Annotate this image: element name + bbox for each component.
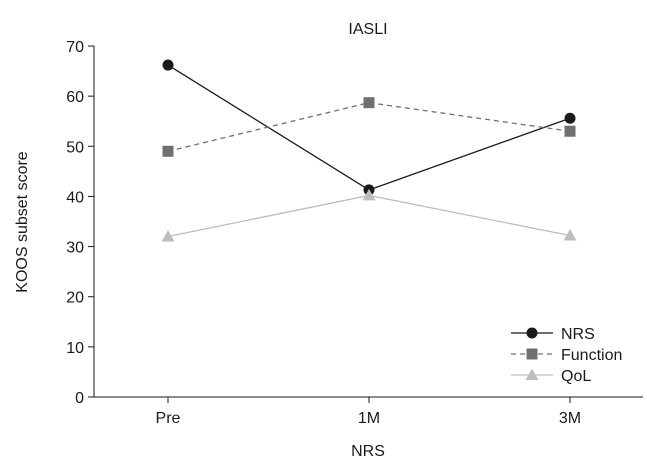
- y-axis-ticks: 0 10 20 30 40 50 60 70: [66, 39, 94, 407]
- x-tick-label: 1M: [358, 410, 380, 427]
- series-function: [162, 97, 576, 157]
- data-point-function: [564, 125, 576, 137]
- series-qol: [161, 188, 577, 242]
- x-tick-label: Pre: [156, 410, 181, 427]
- data-point-nrs: [162, 59, 174, 71]
- y-tick-label: 30: [66, 240, 84, 257]
- legend-label-function: Function: [561, 347, 622, 364]
- data-point-function: [162, 145, 174, 157]
- series-layer: [161, 59, 577, 242]
- legend-label-nrs: NRS: [561, 326, 595, 343]
- x-axis-label: NRS: [351, 443, 385, 460]
- x-axis-ticks: Pre 1M 3M: [156, 397, 581, 427]
- series-nrs: [162, 59, 576, 196]
- data-point-qol: [161, 230, 175, 242]
- x-tick-label: 3M: [559, 410, 581, 427]
- chart-title: IASLI: [348, 21, 387, 38]
- y-tick-label: 50: [66, 139, 84, 156]
- data-point-function: [363, 97, 375, 109]
- series-line-function: [167, 102, 571, 152]
- legend-marker-nrs: [526, 327, 538, 339]
- legend-item-nrs: NRS: [511, 326, 595, 343]
- legend-item-qol: QoL: [511, 368, 591, 385]
- legend-marker-function: [526, 348, 538, 360]
- y-tick-label: 40: [66, 189, 84, 206]
- y-tick-label: 70: [66, 39, 84, 56]
- data-point-qol: [362, 188, 376, 201]
- legend-label-qol: QoL: [561, 368, 591, 385]
- series-line-qol: [167, 194, 571, 238]
- legend-item-function: Function: [511, 347, 622, 364]
- series-line-nrs: [167, 64, 571, 191]
- data-point-qol: [563, 229, 577, 241]
- y-tick-label: 10: [66, 340, 84, 357]
- y-tick-label: 60: [66, 89, 84, 106]
- data-point-nrs: [564, 112, 576, 124]
- legend-marker-qol: [525, 368, 539, 380]
- y-tick-label: 20: [66, 290, 84, 307]
- legend: NRS Function QoL: [511, 326, 622, 385]
- y-tick-label: 0: [75, 390, 84, 407]
- y-axis-label: KOOS subset score: [14, 151, 31, 292]
